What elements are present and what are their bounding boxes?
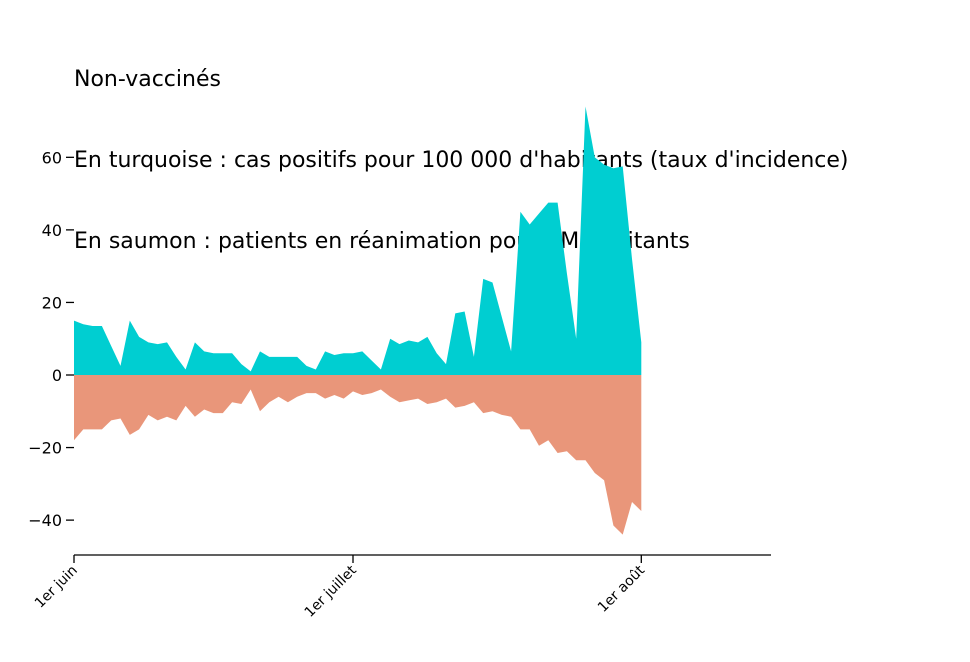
area-series-rea — [74, 375, 642, 535]
x-tick-label: 1er juillet — [302, 562, 361, 621]
y-tick-label: 20 — [42, 293, 62, 312]
y-tick-label: −40 — [28, 511, 62, 530]
chart-title-line-3: En saumon : patients en réanimation pour… — [74, 229, 690, 254]
y-ticks: 60 40 20 0 −20 −40 — [28, 148, 74, 530]
axis-layer — [74, 554, 771, 556]
y-tick-label: 40 — [42, 221, 62, 240]
area-series-cas — [74, 106, 642, 375]
y-tick-label: 60 — [42, 148, 62, 167]
chart-title: Non-vaccinés En turquoise : cas positifs… — [74, 12, 849, 282]
x-tick-label: 1er juin — [32, 563, 81, 612]
x-tick-label: 1er août — [595, 562, 649, 616]
y-tick-label: −20 — [28, 439, 62, 458]
chart-title-line-1: Non-vaccinés — [74, 67, 221, 92]
y-tick-label: 0 — [52, 366, 62, 385]
x-ticks: 1er juin 1er juillet 1er août — [32, 555, 649, 621]
series-layer — [74, 106, 642, 535]
chart-title-line-2: En turquoise : cas positifs pour 100 000… — [74, 148, 849, 173]
